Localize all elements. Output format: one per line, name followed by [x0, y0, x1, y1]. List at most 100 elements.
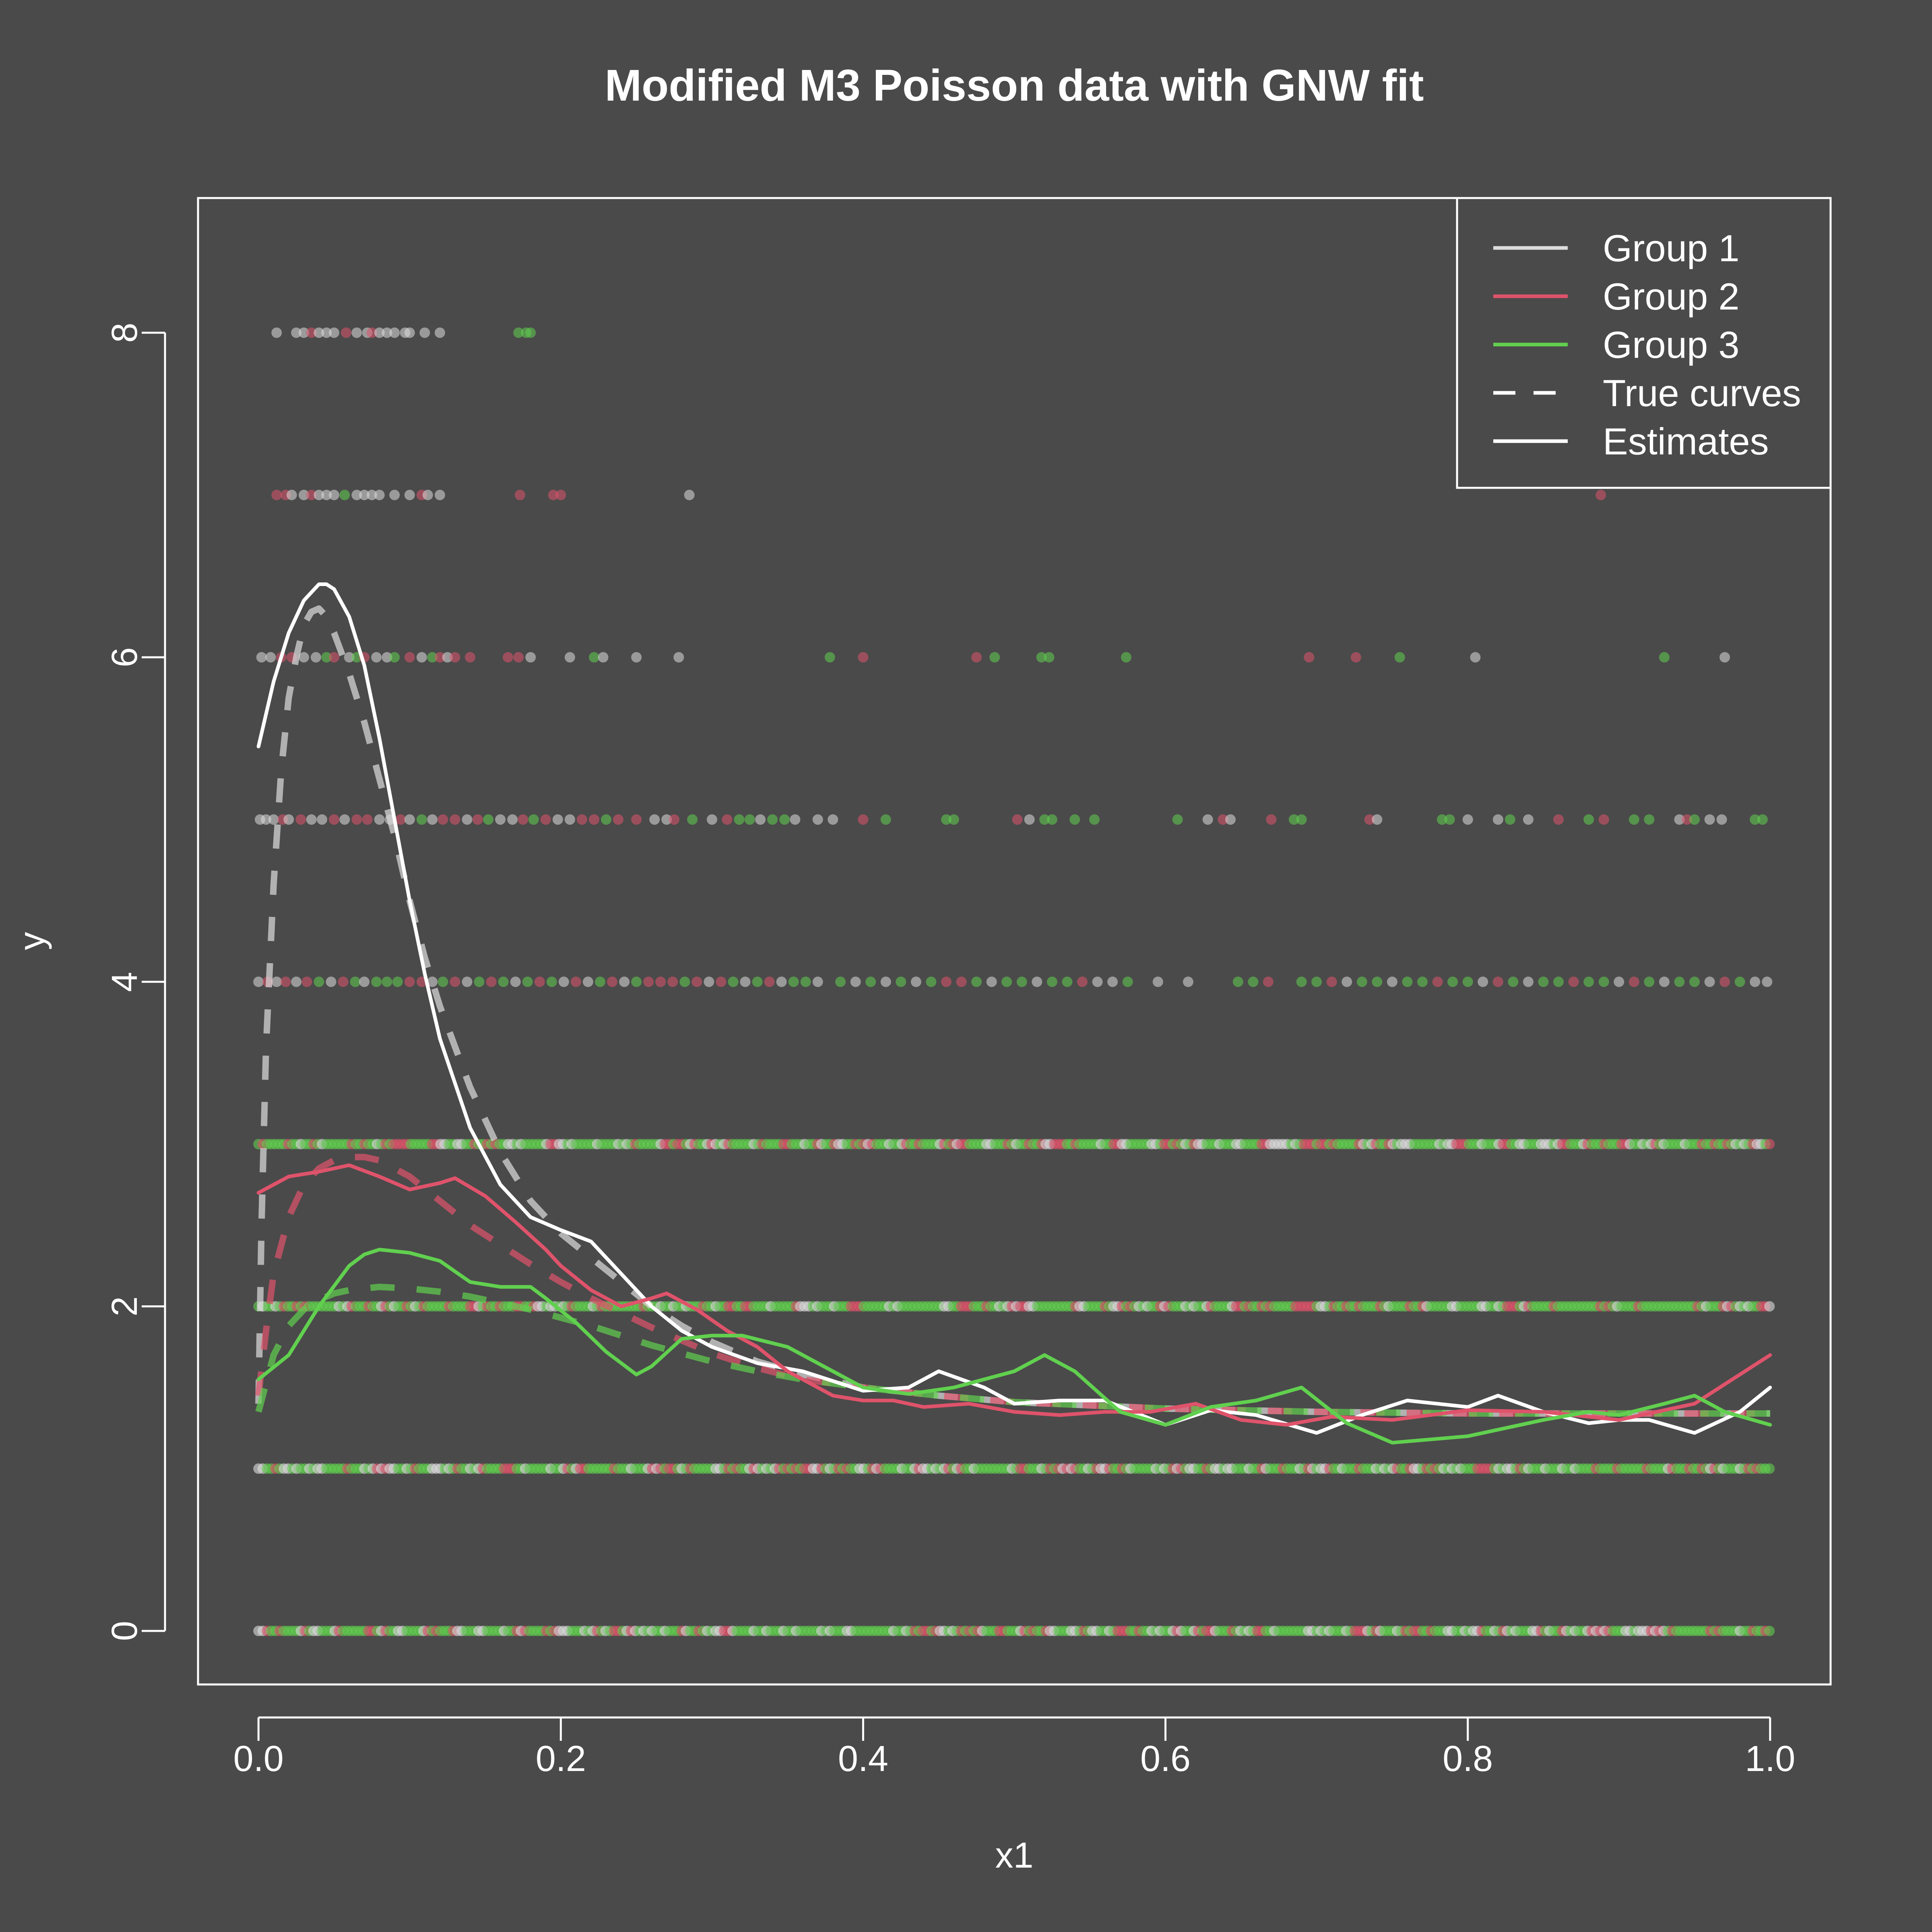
data-point	[359, 489, 370, 500]
data-point	[374, 814, 385, 825]
data-point	[382, 652, 392, 663]
data-point	[812, 814, 823, 825]
data-point	[321, 327, 332, 338]
data-point	[655, 976, 666, 987]
data-point	[1629, 976, 1639, 987]
data-point	[1218, 814, 1228, 825]
data-point	[971, 976, 982, 987]
data-point	[643, 976, 654, 987]
data-point	[858, 814, 869, 825]
data-point	[926, 976, 937, 987]
data-point	[522, 976, 533, 987]
data-point	[1121, 652, 1131, 663]
data-point	[1183, 976, 1193, 987]
data-point	[1629, 814, 1639, 825]
data-point	[1311, 976, 1322, 987]
data-point	[1263, 976, 1274, 987]
data-point	[1674, 814, 1685, 825]
data-point	[1598, 814, 1609, 825]
data-point	[1046, 814, 1057, 825]
data-point	[1062, 976, 1073, 987]
data-point	[298, 652, 309, 663]
data-point	[1764, 1139, 1775, 1150]
data-point	[291, 327, 302, 338]
data-point	[306, 814, 317, 825]
data-point	[534, 976, 545, 987]
data-point	[1372, 976, 1383, 987]
data-point	[880, 814, 891, 825]
data-point	[564, 652, 575, 663]
data-point	[1492, 814, 1503, 825]
data-point	[601, 814, 611, 825]
data-point	[450, 814, 460, 825]
data-point	[1172, 814, 1183, 825]
x-tick-label: 0.2	[536, 1739, 586, 1779]
x-tick-label: 0.6	[1140, 1739, 1191, 1779]
data-point	[704, 976, 714, 987]
data-point	[404, 327, 415, 338]
data-point	[362, 814, 373, 825]
data-point	[416, 652, 427, 663]
data-point	[404, 976, 415, 987]
data-point	[434, 652, 445, 663]
data-point	[1644, 814, 1655, 825]
legend-label: Group 2	[1603, 275, 1740, 318]
data-point	[1462, 976, 1473, 987]
data-point	[1326, 976, 1337, 987]
data-point	[382, 976, 392, 987]
data-point	[728, 976, 739, 987]
y-tick-label: 4	[105, 972, 145, 992]
data-point	[507, 814, 518, 825]
data-point	[525, 652, 536, 663]
data-point	[788, 976, 799, 987]
data-point	[607, 976, 617, 987]
data-point	[268, 814, 279, 825]
data-point	[298, 327, 309, 338]
lines-layer	[255, 582, 1772, 1445]
data-point	[1689, 976, 1700, 987]
data-point	[350, 976, 361, 987]
data-point	[1492, 976, 1503, 987]
data-point	[351, 327, 362, 338]
data-point	[824, 652, 835, 663]
data-point	[351, 814, 362, 825]
data-point	[1077, 976, 1088, 987]
data-point	[1614, 976, 1624, 987]
data-point	[416, 814, 427, 825]
data-point	[1734, 976, 1745, 987]
y-tick-label: 0	[105, 1621, 145, 1641]
data-point	[687, 814, 698, 825]
data-point	[513, 652, 524, 663]
data-point	[351, 489, 362, 500]
data-point	[576, 814, 587, 825]
data-point	[427, 652, 438, 663]
data-point	[1024, 814, 1035, 825]
data-point	[450, 652, 460, 663]
data-point	[518, 814, 528, 825]
data-point	[1716, 814, 1727, 825]
data-point	[1523, 814, 1534, 825]
data-point	[310, 652, 321, 663]
y-axis: 0 2 4 6 8	[105, 323, 166, 1641]
data-point	[582, 976, 593, 987]
data-point	[948, 814, 959, 825]
data-point	[546, 976, 557, 987]
data-point	[1505, 814, 1515, 825]
data-point	[779, 814, 790, 825]
data-point	[474, 976, 485, 987]
data-point	[528, 814, 539, 825]
data-point	[306, 489, 317, 500]
plot-frame	[197, 197, 1832, 1686]
data-point	[329, 489, 339, 500]
data-point	[314, 976, 324, 987]
data-point	[1478, 976, 1488, 987]
data-point	[404, 814, 415, 825]
data-point	[1266, 814, 1277, 825]
data-point	[1394, 652, 1405, 663]
x-tick-label: 1.0	[1745, 1739, 1795, 1779]
data-point	[374, 327, 385, 338]
data-point	[800, 976, 811, 987]
data-point	[1598, 976, 1609, 987]
data-point	[510, 976, 521, 987]
data-point	[295, 814, 306, 825]
